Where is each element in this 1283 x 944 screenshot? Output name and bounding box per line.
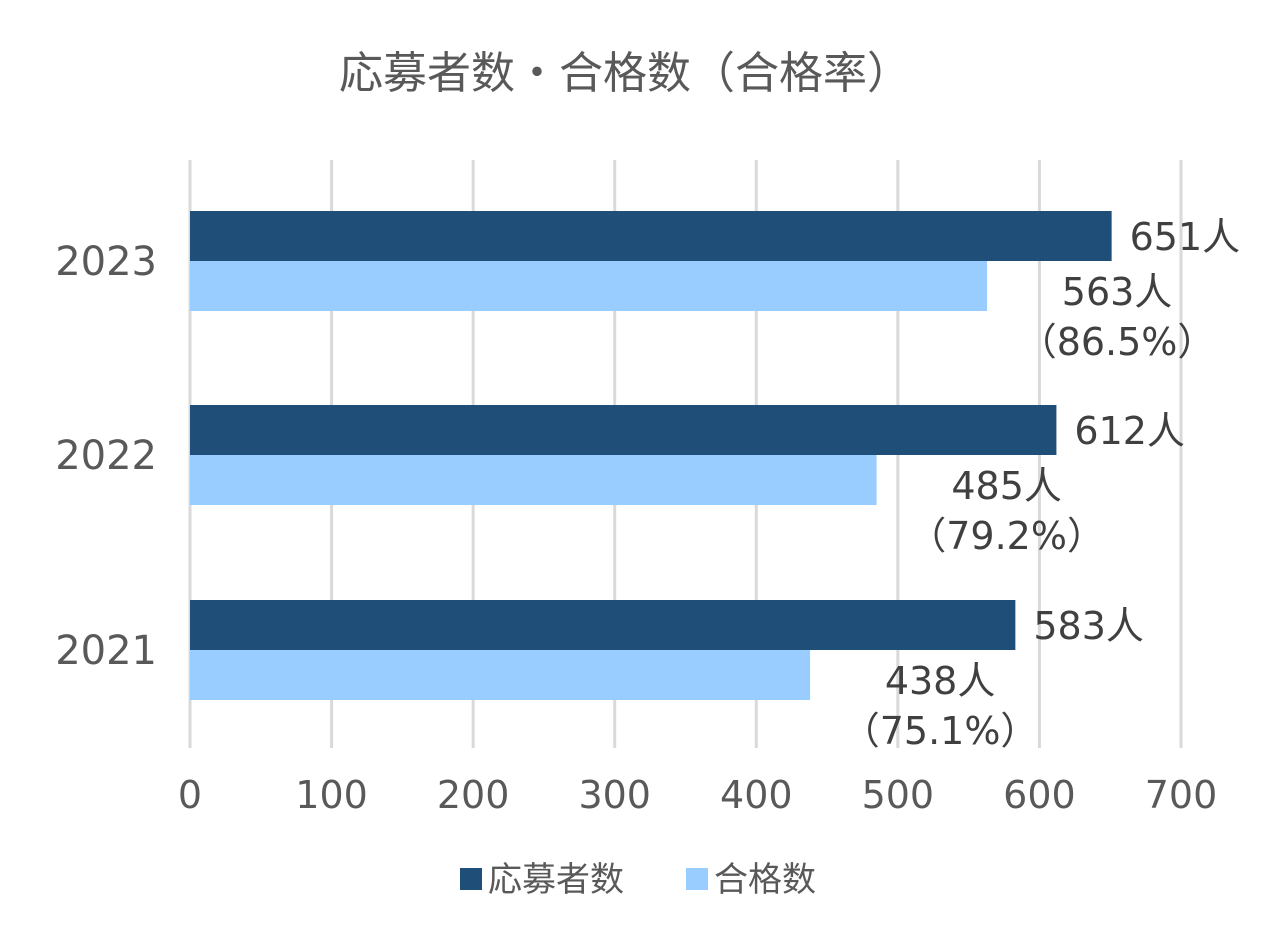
legend-label-passes: 合格数 <box>714 860 816 900</box>
bar-passes-2021 <box>190 650 811 700</box>
category-label-2022: 2022 <box>55 433 157 479</box>
x-axis-ticks: 0 100 200 300 400 500 600 700 <box>178 773 1217 817</box>
data-label-passes-2023: 563人 <box>1062 270 1173 314</box>
x-tick-label-500: 500 <box>862 773 935 817</box>
data-label-applicants-2023: 651人 <box>1130 215 1241 259</box>
data-label-passes-2022: 485人 <box>951 464 1062 508</box>
category-label-2023: 2023 <box>55 239 157 285</box>
legend-swatch-applicants <box>460 868 482 890</box>
y-axis-categories: 2023 2022 2021 <box>55 239 157 674</box>
data-label-applicants-2021: 583人 <box>1033 604 1144 648</box>
x-tick-label-400: 400 <box>720 773 793 817</box>
bars <box>190 211 1112 700</box>
bar-applicants-2021 <box>190 600 1016 650</box>
data-labels: 651人 563人 （86.5%） 612人 485人 （79.2%） 583人 438人 （7… <box>842 215 1240 753</box>
data-label-passes-2021: 438人 <box>885 659 996 703</box>
legend: 応募者数 合格数 <box>460 860 816 900</box>
x-tick-label-300: 300 <box>578 773 651 817</box>
data-label-pass-rate-2023: （86.5%） <box>1019 320 1216 364</box>
legend-swatch-passes <box>686 868 708 890</box>
bar-passes-2023 <box>190 261 988 311</box>
x-tick-label-100: 100 <box>295 773 368 817</box>
data-label-applicants-2022: 612人 <box>1074 409 1185 453</box>
x-tick-label-700: 700 <box>1145 773 1218 817</box>
data-label-pass-rate-2021: （75.1%） <box>842 709 1039 753</box>
data-label-pass-rate-2022: （79.2%） <box>908 514 1105 558</box>
bar-applicants-2023 <box>190 211 1112 261</box>
x-tick-label-600: 600 <box>1003 773 1076 817</box>
legend-label-applicants: 応募者数 <box>488 860 624 900</box>
category-label-2021: 2021 <box>55 628 157 674</box>
bar-passes-2022 <box>190 455 877 505</box>
chart-title: 応募者数・合格数（合格率） <box>339 48 911 99</box>
x-tick-label-0: 0 <box>178 773 202 817</box>
bar-applicants-2022 <box>190 405 1057 455</box>
x-tick-label-200: 200 <box>437 773 510 817</box>
